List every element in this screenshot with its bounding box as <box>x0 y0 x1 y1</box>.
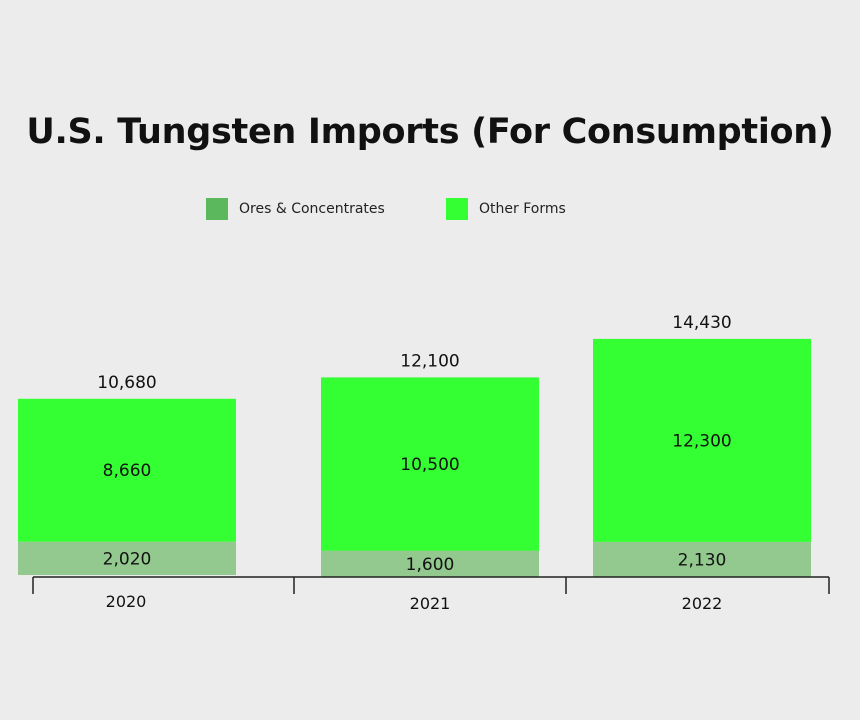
x-axis: 2020 2021 2022 <box>32 576 830 613</box>
x-tick-label-2020: 2020 <box>106 592 147 611</box>
value-label-ores-2020: 2,020 <box>103 549 152 569</box>
total-label-2020: 10,680 <box>97 373 156 393</box>
value-label-ores-2021: 1,600 <box>406 555 455 575</box>
legend-item-ores: Ores & Concentrates <box>206 198 385 220</box>
bar-other-forms-2022 <box>593 338 811 542</box>
chart-title: U.S. Tungsten Imports (For Consumption) <box>26 112 834 152</box>
bar-other-forms-2021 <box>321 377 539 551</box>
x-tick-label-2021: 2021 <box>410 594 451 613</box>
bars-group: 2,020 8,660 10,680 1,600 10,500 12,100 2,130 12… <box>18 313 811 577</box>
value-label-ores-2022: 2,130 <box>678 550 727 570</box>
legend-label-other-forms: Other Forms <box>479 201 566 217</box>
x-tick-label-2022: 2022 <box>682 594 723 613</box>
bar-ores-2022 <box>593 541 811 577</box>
legend-item-other-forms: Other Forms <box>446 198 566 220</box>
legend: Ores & Concentrates Other Forms <box>0 198 860 222</box>
legend-swatch-other-forms <box>446 198 468 220</box>
total-label-2021: 12,100 <box>400 351 459 371</box>
bar-ores-2020 <box>18 541 236 575</box>
value-label-other-forms-2021: 10,500 <box>400 455 459 475</box>
value-label-other-forms-2020: 8,660 <box>103 461 152 481</box>
bar-other-forms-2020 <box>18 398 236 542</box>
total-label-2022: 14,430 <box>672 313 731 333</box>
bar-ores-2021 <box>321 550 539 577</box>
value-label-other-forms-2022: 12,300 <box>672 431 731 451</box>
legend-label-ores: Ores & Concentrates <box>239 201 385 217</box>
legend-swatch-ores <box>206 198 228 220</box>
